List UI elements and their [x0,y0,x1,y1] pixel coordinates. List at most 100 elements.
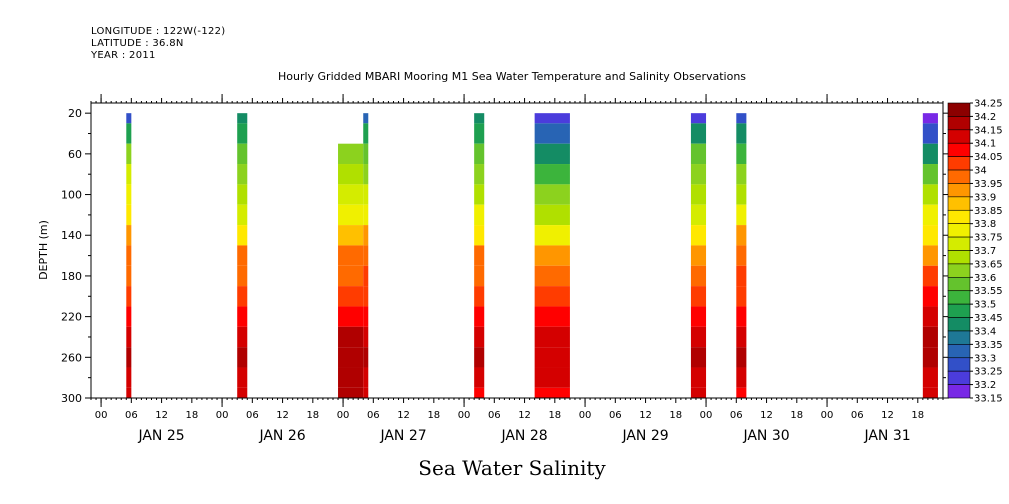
data-cell [363,306,369,327]
data-cells [126,113,938,398]
colorbar-label: 34.15 [974,125,1003,136]
y-tick-label: 220 [61,311,82,324]
data-cell [237,306,248,327]
data-cell [922,306,938,327]
data-cell [534,265,570,287]
data-cell [474,347,485,368]
data-cell [126,347,132,368]
x-hour-label: 00 [579,410,592,421]
data-cell [736,347,747,368]
data-cell [736,306,747,327]
colorbar-label: 33.6 [974,273,996,284]
data-cell [126,306,132,327]
axes: 00 06 12 18 00 06 12 18 00 06 12 18 00 06 12 18 00 06 12 18… [61,94,949,444]
colorbar-swatch [947,250,971,265]
data-cell [363,367,369,388]
x-hour-label: 18 [790,410,803,421]
data-cell [338,204,364,226]
colorbar: 34.25 34.2 34.15 34.1 34.05 34 33.95 33.9 33.85 3… [947,99,1003,405]
data-cell [237,387,248,398]
data-cell [338,225,364,246]
data-cell [126,367,132,388]
colorbar-swatch [947,277,971,292]
longitude-label: LONGITUDE : 122W(-122) [91,26,226,37]
data-cell [474,143,485,165]
data-cell [474,123,485,144]
data-cell [534,306,570,327]
data-cell [338,367,364,388]
data-cell [237,184,248,205]
data-cell [474,225,485,246]
colorbar-label: 34.05 [974,152,1003,163]
data-cell [736,387,747,398]
colorbar-swatch [947,384,971,399]
data-cell [474,204,485,226]
y-tick-label: 60 [68,148,82,161]
x-hour-label: 06 [125,410,138,421]
x-day-label: JAN 29 [621,428,668,444]
data-cell [690,123,707,144]
data-cell [237,245,248,266]
x-hour-label: 18 [911,410,924,421]
colorbar-label: 33.4 [974,326,996,337]
x-day-label: JAN 25 [137,428,184,444]
data-cell [363,326,369,348]
y-axis-label: DEPTH (m) [37,220,50,280]
x-hour-label: 06 [367,410,380,421]
data-cell [736,143,747,165]
x-hour-label: 06 [246,410,259,421]
data-cell [922,164,938,185]
data-cell [736,326,747,348]
data-cell [534,326,570,348]
colorbar-swatch [947,183,971,198]
colorbar-label: 33.25 [974,367,1003,378]
colorbar-label: 33.55 [974,286,1003,297]
colorbar-swatch [947,156,971,171]
x-hour-label: 12 [518,410,531,421]
data-cell [338,347,364,368]
data-cell [534,286,570,307]
colorbar-label: 33.9 [974,192,996,203]
colorbar-swatch [947,196,971,211]
data-cell [237,143,248,165]
data-cell [126,265,132,287]
x-day-label: JAN 31 [863,428,910,444]
data-cell [922,225,938,246]
data-cell [126,225,132,246]
data-cell [363,245,369,266]
x-hour-label: 12 [881,410,894,421]
data-cell [474,265,485,287]
data-cell [534,123,570,144]
data-cell [690,326,707,348]
colorbar-swatch [947,129,971,144]
data-cell [534,113,570,124]
data-cell [126,245,132,266]
x-hour-label: 00 [95,410,108,421]
data-cell [474,326,485,348]
data-cell [690,113,707,124]
data-cell [338,265,364,287]
colorbar-swatch [947,209,971,224]
colorbar-swatch [947,370,971,385]
data-cell [363,387,369,398]
data-cell [690,204,707,226]
data-cell [237,164,248,185]
data-cell [363,123,369,144]
data-cell [363,286,369,307]
data-cell [736,184,747,205]
x-hour-label: 18 [185,410,198,421]
data-cell [922,123,938,144]
data-cell [922,367,938,388]
data-cell [922,204,938,226]
data-cell [736,225,747,246]
data-cell [237,367,248,388]
data-cell [338,286,364,307]
data-cell [736,113,747,124]
variable-title: Sea Water Salinity [418,456,606,480]
colorbar-swatch [947,330,971,345]
data-cell [363,143,369,165]
x-hour-label: 00 [216,410,229,421]
data-cell [474,306,485,327]
colorbar-label: 34.1 [974,139,996,150]
